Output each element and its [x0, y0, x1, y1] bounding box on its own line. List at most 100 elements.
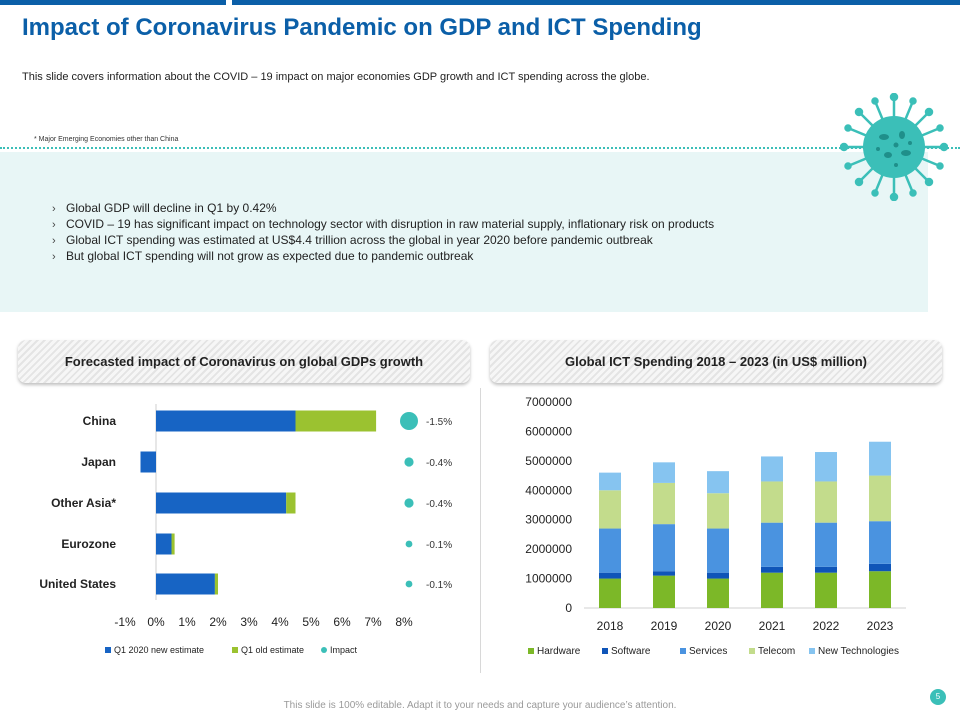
ict-x-tick-label: 2022	[813, 619, 840, 633]
ict-x-tick-label: 2023	[867, 619, 894, 633]
ict-bar-software-2021	[761, 566, 783, 573]
ict-legend-label-services: Services	[689, 646, 727, 657]
gdp-impact-bubble-eurozone	[405, 540, 413, 548]
top-accent-bar-left	[0, 0, 226, 5]
ict-bar-services-2019	[653, 524, 675, 572]
gdp-category-label-japan: Japan	[81, 455, 116, 469]
gdp-category-label-eurozone: Eurozone	[61, 537, 116, 551]
gdp-impact-bubble-japan	[404, 457, 414, 467]
ict-bar-new-technologies-2018	[599, 472, 621, 491]
gdp-category-label-united-states: United States	[39, 577, 116, 591]
gdp-legend-label-q1-2020-new-estimate: Q1 2020 new estimate	[114, 645, 204, 655]
ict-bar-new-technologies-2019	[653, 462, 675, 483]
ict-y-tick-label: 4000000	[525, 483, 572, 497]
footnote: * Major Emerging Economies other than Ch…	[34, 136, 179, 143]
bullet-text: But global ICT spending will not grow as…	[66, 249, 474, 263]
ict-x-tick-label: 2019	[651, 619, 678, 633]
ict-bar-telecom-2018	[599, 490, 621, 529]
bullet-item: › But global ICT spending will not grow a…	[52, 248, 714, 264]
gdp-impact-bubble-united-states	[405, 580, 413, 588]
slide-subtitle: This slide covers information about the …	[22, 71, 650, 83]
gdp-bar-q1-2020-new-estimate-other-asia	[156, 492, 287, 514]
ict-x-tick-label: 2018	[597, 619, 624, 633]
ict-bar-services-2021	[761, 522, 783, 567]
ict-bar-services-2020	[707, 528, 729, 573]
page-number: 5	[930, 689, 946, 705]
gdp-impact-label-eurozone: -0.1%	[426, 540, 452, 551]
gdp-x-tick-label: 5%	[302, 615, 320, 629]
gdp-bar-q1-old-estimate-other-asia	[286, 492, 296, 514]
ict-bar-services-2023	[869, 521, 891, 564]
gdp-bar-q1-old-estimate-eurozone	[171, 533, 175, 555]
gdp-impact-label-japan: -0.4%	[426, 458, 452, 469]
bottom-note: This slide is 100% editable. Adapt it to…	[283, 700, 677, 711]
gdp-bar-q1-2020-new-estimate-eurozone	[156, 533, 172, 555]
ict-bar-telecom-2021	[761, 481, 783, 523]
gdp-bar-chart: China -1.5% Japan -0.4% Other Asia* -0.4% Euro…	[39, 404, 452, 655]
ict-legend-label-hardware: Hardware	[537, 646, 581, 657]
gdp-legend-label-impact: Impact	[330, 645, 358, 655]
virus-icon	[840, 93, 948, 201]
ict-stacked-bar-chart: 0 1000000 2000000 3000000 4000000 5000000 6000…	[525, 395, 906, 657]
ict-legend-label-new-technologies: New Technologies	[818, 646, 899, 657]
ict-bar-telecom-2019	[653, 482, 675, 525]
ict-legend-label-telecom: Telecom	[758, 646, 795, 657]
slide-title: Impact of Coronavirus Pandemic on GDP an…	[22, 14, 702, 41]
ict-bar-new-technologies-2021	[761, 456, 783, 482]
bullet-item: › Global ICT spending was estimated at US…	[52, 232, 714, 248]
ict-bar-hardware-2018	[599, 578, 621, 608]
ict-bar-telecom-2020	[707, 493, 729, 529]
ict-x-tick-label: 2020	[705, 619, 732, 633]
ict-bar-hardware-2020	[707, 578, 729, 608]
gdp-legend-swatch-impact	[321, 647, 327, 653]
ict-legend-label-software: Software	[611, 646, 651, 657]
gdp-category-label-other-asia: Other Asia*	[51, 496, 116, 510]
ict-bar-new-technologies-2020	[707, 471, 729, 494]
ict-y-tick-label: 2000000	[525, 542, 572, 556]
gdp-bar-q1-2020-new-estimate-united-states	[156, 573, 215, 595]
bullet-text: Global GDP will decline in Q1 by 0.42%	[66, 201, 277, 215]
info-box	[0, 152, 928, 312]
gdp-chart-title: Forecasted impact of Coronavirus on glob…	[18, 340, 470, 383]
ict-bar-new-technologies-2023	[869, 441, 891, 476]
bullet-text: Global ICT spending was estimated at US$…	[66, 233, 653, 247]
ict-y-tick-label: 5000000	[525, 454, 572, 468]
ict-bar-software-2019	[653, 571, 675, 576]
ict-legend-swatch-hardware	[528, 648, 534, 654]
ict-bar-telecom-2022	[815, 481, 837, 523]
bullet-marker-icon: ›	[52, 219, 56, 231]
gdp-impact-bubble-china	[400, 412, 418, 430]
gdp-impact-label-china: -1.5%	[426, 417, 452, 428]
ict-bar-software-2020	[707, 572, 729, 579]
top-accent-bar-right	[232, 0, 960, 5]
gdp-x-tick-label: 4%	[271, 615, 289, 629]
gdp-impact-label-other-asia: -0.4%	[426, 499, 452, 510]
ict-chart-title: Global ICT Spending 2018 – 2023 (in US$ …	[490, 340, 942, 383]
ict-y-tick-label: 7000000	[525, 395, 572, 409]
bullet-marker-icon: ›	[52, 203, 56, 215]
bullet-item: › COVID – 19 has significant impact on te…	[52, 216, 714, 232]
bullet-text: COVID – 19 has significant impact on tec…	[66, 217, 715, 231]
gdp-x-tick-label: 1%	[178, 615, 196, 629]
gdp-x-tick-label: 7%	[364, 615, 382, 629]
gdp-impact-label-united-states: -0.1%	[426, 580, 452, 591]
ict-bar-services-2018	[599, 528, 621, 573]
ict-bar-hardware-2023	[869, 571, 891, 608]
gdp-legend-swatch-q1-old-estimate	[232, 647, 238, 653]
ict-bar-hardware-2021	[761, 572, 783, 608]
gdp-x-tick-label: -1%	[114, 615, 136, 629]
gdp-legend-label-q1-old-estimate: Q1 old estimate	[241, 645, 304, 655]
ict-bar-telecom-2023	[869, 475, 891, 522]
dotted-divider	[0, 147, 960, 149]
ict-legend-swatch-telecom	[749, 648, 755, 654]
gdp-x-tick-label: 8%	[395, 615, 413, 629]
gdp-bar-q1-2020-new-estimate-china	[156, 410, 296, 432]
ict-legend-swatch-software	[602, 648, 608, 654]
gdp-legend-swatch-q1-2020-new-estimate	[105, 647, 111, 653]
ict-y-tick-label: 1000000	[525, 572, 572, 586]
ict-bar-new-technologies-2022	[815, 452, 837, 482]
ict-bar-software-2023	[869, 563, 891, 572]
gdp-bar-q1-old-estimate-united-states	[214, 573, 218, 595]
ict-bar-services-2022	[815, 522, 837, 567]
ict-bar-hardware-2022	[815, 572, 837, 608]
